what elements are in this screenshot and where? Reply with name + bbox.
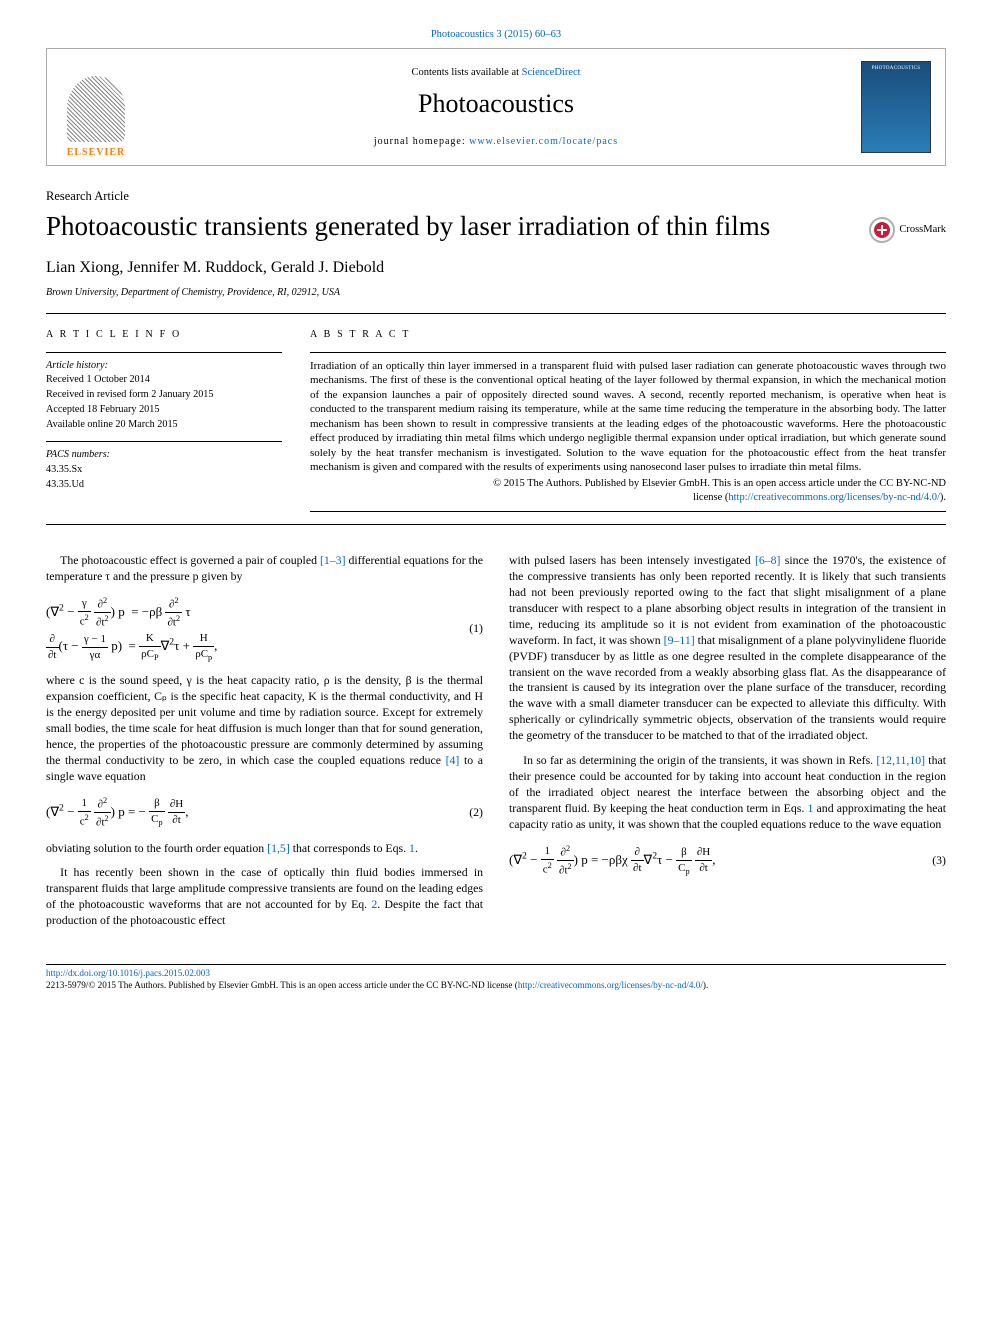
history-label: Article history: [46, 359, 282, 373]
citation-link[interactable]: [6–8] [755, 553, 781, 567]
paragraph: It has recently been shown in the case o… [46, 865, 483, 929]
cover-thumb-block [847, 49, 945, 165]
text: that misalignment of a plane polyvinylid… [509, 633, 946, 743]
rule [46, 524, 946, 525]
equation-number: (3) [918, 853, 946, 869]
pacs-code: 43.35.Sx [46, 463, 282, 477]
footer-issn: 2213-5979/© 2015 The Authors. Published … [46, 980, 518, 990]
left-column: The photoacoustic effect is governed a p… [46, 553, 483, 938]
license-link[interactable]: http://creativecommons.org/licenses/by-n… [728, 492, 940, 503]
running-head: Photoacoustics 3 (2015) 60–63 [46, 28, 946, 42]
text: where c is the sound speed, γ is the hea… [46, 673, 483, 767]
contents-line: Contents lists available at ScienceDirec… [145, 66, 847, 80]
citation-link[interactable]: [1,5] [267, 841, 290, 855]
homepage-link[interactable]: www.elsevier.com/locate/pacs [469, 136, 618, 147]
equation-3: (∇2 − 1c2 ∂2∂t2) p = −ρβχ ∂∂t∇2τ − βCp ∂… [509, 843, 946, 879]
paragraph: The photoacoustic effect is governed a p… [46, 553, 483, 585]
history-accepted: Accepted 18 February 2015 [46, 403, 282, 417]
equation-number: (2) [455, 805, 483, 821]
abstract-heading: A B S T R A C T [310, 328, 946, 342]
paragraph: where c is the sound speed, γ is the hea… [46, 673, 483, 784]
crossmark-badge[interactable]: CrossMark [869, 217, 946, 243]
affiliation: Brown University, Department of Chemistr… [46, 286, 946, 300]
citation-link[interactable]: [12,11,10] [876, 753, 925, 767]
equation-2: (∇2 − 1c2 ∂2∂t2) p = − βCp ∂H∂t, (2) [46, 795, 483, 831]
text: that corresponds to Eqs. [290, 841, 409, 855]
crossmark-icon [869, 217, 895, 243]
abstract: A B S T R A C T Irradiation of an optica… [310, 328, 946, 518]
running-head-link[interactable]: Photoacoustics 3 (2015) 60–63 [431, 29, 561, 40]
pacs-label: PACS numbers: [46, 448, 282, 462]
rule [46, 313, 946, 314]
sciencedirect-link[interactable]: ScienceDirect [522, 67, 581, 78]
paragraph: with pulsed lasers has been intensely in… [509, 553, 946, 744]
citation-link[interactable]: [4] [446, 753, 460, 767]
history-revised: Received in revised form 2 January 2015 [46, 388, 282, 402]
text: . [415, 841, 418, 855]
right-column: with pulsed lasers has been intensely in… [509, 553, 946, 938]
publisher-logo-block: ELSEVIER [47, 49, 145, 165]
equation-body: (∇2 − 1c2 ∂2∂t2) p = − βCp ∂H∂t, [46, 795, 455, 831]
paragraph: obviating solution to the fourth order e… [46, 841, 483, 857]
abstract-text: Irradiation of an optically thin layer i… [310, 359, 946, 475]
info-abstract-row: A R T I C L E I N F O Article history: R… [46, 328, 946, 518]
homepage-prefix: journal homepage: [374, 136, 469, 147]
license-suffix: ). [940, 492, 946, 503]
footer-license-link[interactable]: http://creativecommons.org/licenses/by-n… [518, 980, 703, 990]
equation-1: (∇2 − γc2 ∂2∂t2) p = −ρβ ∂2∂t2 τ ∂∂t(τ −… [46, 595, 483, 663]
crossmark-label: CrossMark [899, 223, 946, 237]
article-title: Photoacoustic transients generated by la… [46, 211, 855, 242]
body-columns: The photoacoustic effect is governed a p… [46, 553, 946, 938]
footer-text: ). [703, 980, 708, 990]
journal-homepage: journal homepage: www.elsevier.com/locat… [145, 135, 847, 149]
citation-link[interactable]: [9–11] [664, 633, 695, 647]
page-footer: http://dx.doi.org/10.1016/j.pacs.2015.02… [46, 964, 946, 992]
article-info: A R T I C L E I N F O Article history: R… [46, 328, 282, 518]
pacs-code: 43.35.Ud [46, 478, 282, 492]
article-type: Research Article [46, 188, 946, 205]
equation-number: (1) [455, 621, 483, 637]
history-block: Article history: Received 1 October 2014… [46, 359, 282, 432]
contents-prefix: Contents lists available at [411, 67, 521, 78]
text: The photoacoustic effect is governed a p… [60, 553, 320, 567]
header-center: Contents lists available at ScienceDirec… [145, 66, 847, 149]
journal-header: ELSEVIER Contents lists available at Sci… [46, 48, 946, 166]
page: Photoacoustics 3 (2015) 60–63 ELSEVIER C… [0, 0, 992, 1024]
elsevier-tree-icon [67, 76, 125, 142]
history-received: Received 1 October 2014 [46, 373, 282, 387]
copyright-line: © 2015 The Authors. Published by Elsevie… [310, 477, 946, 505]
license-prefix: license ( [693, 492, 728, 503]
text: obviating solution to the fourth order e… [46, 841, 267, 855]
doi-link[interactable]: http://dx.doi.org/10.1016/j.pacs.2015.02… [46, 968, 210, 978]
journal-cover-icon [861, 61, 931, 153]
title-row: Photoacoustic transients generated by la… [46, 211, 946, 243]
author-list: Lian Xiong, Jennifer M. Ruddock, Gerald … [46, 257, 946, 279]
citation-link[interactable]: [1–3] [320, 553, 346, 567]
history-online: Available online 20 March 2015 [46, 418, 282, 432]
publisher-name: ELSEVIER [67, 146, 126, 160]
text: with pulsed lasers has been intensely in… [509, 553, 755, 567]
journal-name: Photoacoustics [145, 86, 847, 121]
pacs-block: PACS numbers: 43.35.Sx 43.35.Ud [46, 448, 282, 491]
copyright-text: © 2015 The Authors. Published by Elsevie… [493, 478, 946, 489]
equation-body: (∇2 − γc2 ∂2∂t2) p = −ρβ ∂2∂t2 τ ∂∂t(τ −… [46, 595, 455, 663]
equation-body: (∇2 − 1c2 ∂2∂t2) p = −ρβχ ∂∂t∇2τ − βCp ∂… [509, 843, 918, 879]
paragraph: In so far as determining the origin of t… [509, 753, 946, 833]
text: In so far as determining the origin of t… [523, 753, 876, 767]
info-heading: A R T I C L E I N F O [46, 328, 282, 342]
